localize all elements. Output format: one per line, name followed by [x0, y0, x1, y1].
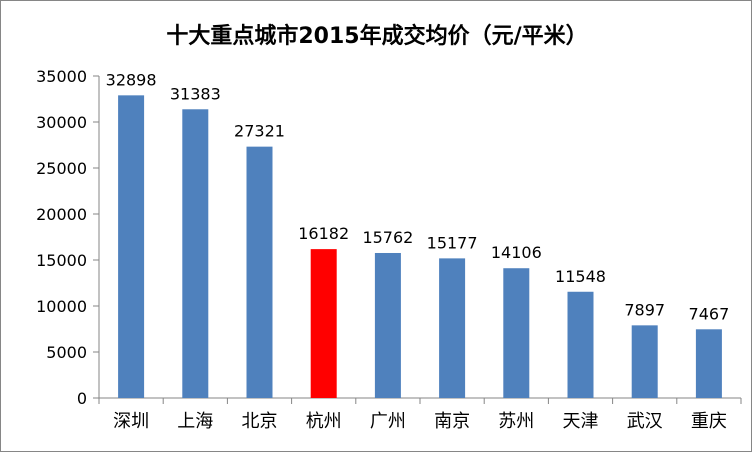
- data-label: 16182: [298, 224, 349, 243]
- y-tick-label: 0: [77, 389, 87, 408]
- bar: [374, 252, 401, 398]
- data-label: 15762: [362, 228, 413, 247]
- bar: [695, 329, 722, 398]
- x-tick-label: 杭州: [306, 411, 342, 432]
- y-tick-label: 20000: [36, 205, 87, 224]
- y-axis: 0 5000 10000 15000 20000 25000 30000 35000: [36, 67, 100, 408]
- x-tick-label: 广州: [370, 411, 406, 432]
- x-tick-label: 上海: [177, 411, 213, 432]
- bars: [118, 95, 722, 398]
- x-tick-label: 南京: [434, 411, 470, 432]
- x-tick-label: 苏州: [498, 411, 534, 432]
- y-tick-label: 15000: [36, 251, 87, 270]
- data-label: 27321: [234, 122, 285, 141]
- data-label: 7467: [689, 304, 730, 323]
- bar: [310, 249, 337, 398]
- bar: [182, 109, 209, 398]
- bar: [503, 268, 530, 398]
- y-tick-label: 30000: [36, 113, 87, 132]
- bar: [246, 146, 273, 398]
- chart-title: 十大重点城市2015年成交均价（元/平米）: [166, 23, 587, 49]
- data-label: 11548: [555, 267, 606, 286]
- bar: [118, 95, 145, 398]
- y-tick-label: 10000: [36, 297, 87, 316]
- bar: [567, 291, 594, 398]
- x-tick-label: 北京: [242, 411, 278, 432]
- x-tick-label: 天津: [563, 411, 599, 432]
- data-label: 32898: [106, 70, 157, 89]
- y-tick-label: 5000: [46, 343, 87, 362]
- data-label: 15177: [427, 233, 478, 252]
- bar: [439, 258, 466, 398]
- x-tick-label: 深圳: [113, 411, 149, 432]
- y-tick-label: 35000: [36, 67, 87, 86]
- y-tick-label: 25000: [36, 159, 87, 178]
- data-label: 7897: [624, 300, 665, 319]
- x-tick-label: 重庆: [691, 411, 727, 432]
- x-axis: 深圳 上海 北京 杭州 广州 南京 苏州 天津 武汉 重庆: [98, 397, 742, 432]
- data-label: 14106: [491, 243, 542, 262]
- data-labels: 32898 31383 27321 16182 15762 15177 14106 11548…: [106, 70, 730, 323]
- x-tick-label: 武汉: [627, 411, 663, 432]
- data-label: 31383: [170, 84, 221, 103]
- bar: [631, 325, 658, 398]
